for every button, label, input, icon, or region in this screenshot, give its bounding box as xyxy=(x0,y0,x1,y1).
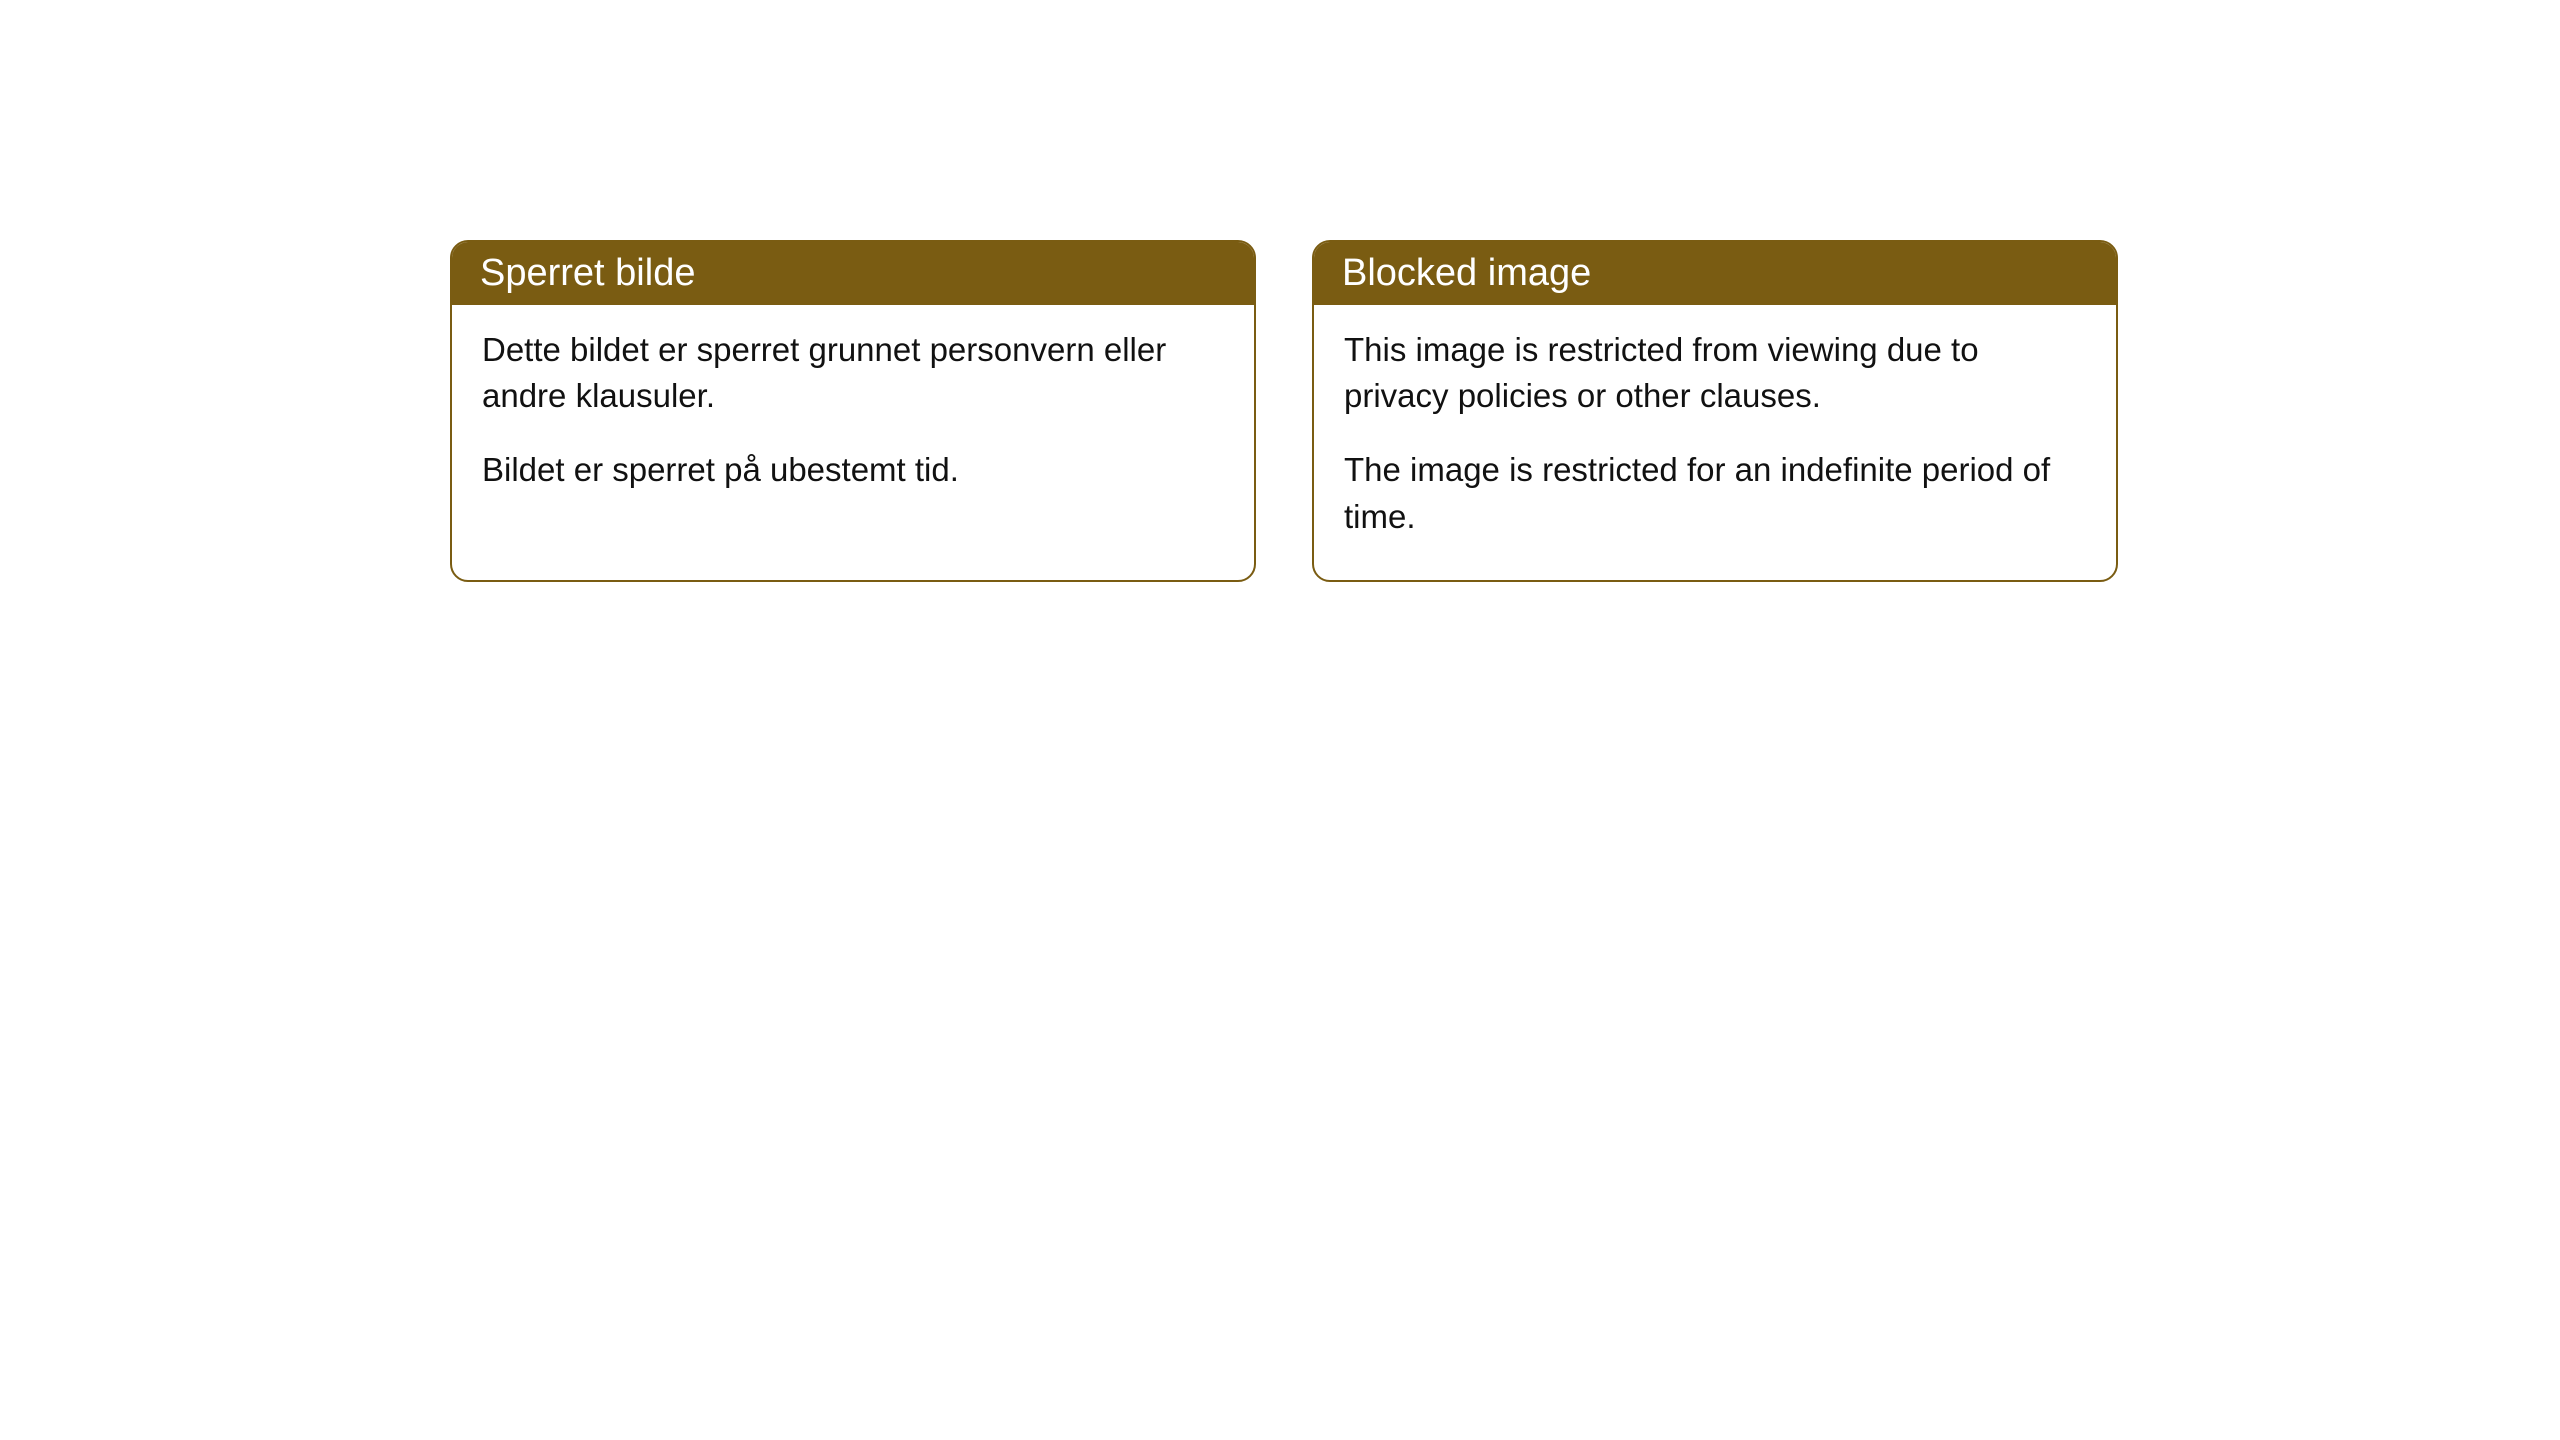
card-title: Blocked image xyxy=(1342,252,1591,294)
card-title: Sperret bilde xyxy=(480,252,695,294)
card-paragraph: The image is restricted for an indefinit… xyxy=(1344,447,2086,539)
card-body: Dette bildet er sperret grunnet personve… xyxy=(452,305,1254,534)
card-header: Sperret bilde xyxy=(452,242,1254,305)
card-body: This image is restricted from viewing du… xyxy=(1314,305,2116,580)
notice-card-english: Blocked image This image is restricted f… xyxy=(1312,240,2118,582)
notice-container: Sperret bilde Dette bildet er sperret gr… xyxy=(450,240,2118,582)
card-paragraph: Dette bildet er sperret grunnet personve… xyxy=(482,327,1224,419)
notice-card-norwegian: Sperret bilde Dette bildet er sperret gr… xyxy=(450,240,1256,582)
card-paragraph: Bildet er sperret på ubestemt tid. xyxy=(482,447,1224,493)
card-paragraph: This image is restricted from viewing du… xyxy=(1344,327,2086,419)
card-header: Blocked image xyxy=(1314,242,2116,305)
